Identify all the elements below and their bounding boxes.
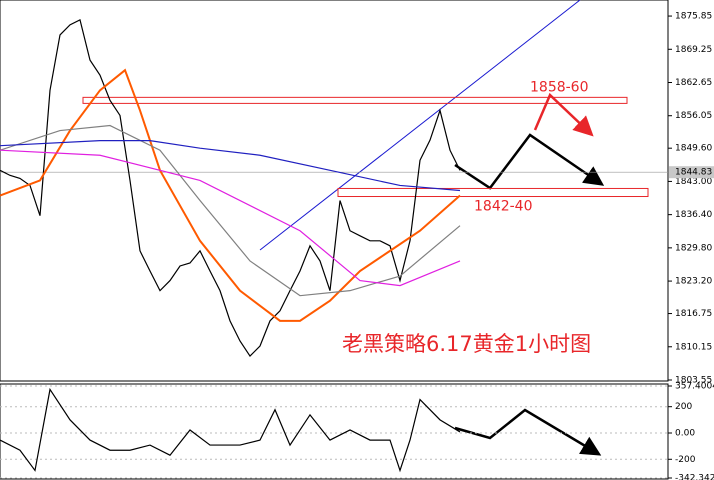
series-line <box>0 140 461 192</box>
y-tick-label: 1849.60 <box>675 144 712 154</box>
y-tick-label: 1816.75 <box>675 309 712 319</box>
zone-label: 1842-40 <box>474 199 533 215</box>
y-tick-label: -342.342 <box>675 474 714 480</box>
y-tick-label: 1836.40 <box>675 210 712 220</box>
y-tick-label: 1862.65 <box>675 78 712 88</box>
chart-title: 老黑策略6.17黄金1小时图 <box>342 332 591 356</box>
y-tick-label: 1823.20 <box>675 277 712 287</box>
alt-arrow <box>533 92 594 137</box>
y-tick-label: 1875.85 <box>675 12 712 22</box>
y-tick-label: 1829.80 <box>675 243 712 253</box>
osc-frame <box>0 383 669 480</box>
forecast-arrow <box>454 133 605 190</box>
y-tick-label: 1856.05 <box>675 111 712 121</box>
zone-box <box>82 96 628 104</box>
zone-box <box>337 187 649 198</box>
y-tick-label: 357.4004 <box>675 382 714 392</box>
trend-line <box>259 0 581 251</box>
series-line <box>0 149 461 287</box>
y-tick-label: 1803.55 <box>675 375 712 385</box>
series-line <box>0 68 461 322</box>
price-tag <box>669 166 714 179</box>
series-line <box>0 387 461 473</box>
y-tick-label: 1869.25 <box>675 45 712 55</box>
y-tick-label: 200 <box>675 402 692 412</box>
y-tick-label: 1810.15 <box>675 342 712 352</box>
zone-label: 1858-60 <box>530 79 589 95</box>
y-tick-label: 1843.00 <box>675 177 712 187</box>
main-frame <box>0 0 669 382</box>
series-line <box>0 124 461 297</box>
series-line <box>0 18 461 358</box>
osc-arrow <box>454 408 602 456</box>
y-tick-label: 0.00 <box>675 428 695 438</box>
current-price: 1844.83 <box>675 168 712 178</box>
y-tick-label: -200 <box>675 455 696 465</box>
